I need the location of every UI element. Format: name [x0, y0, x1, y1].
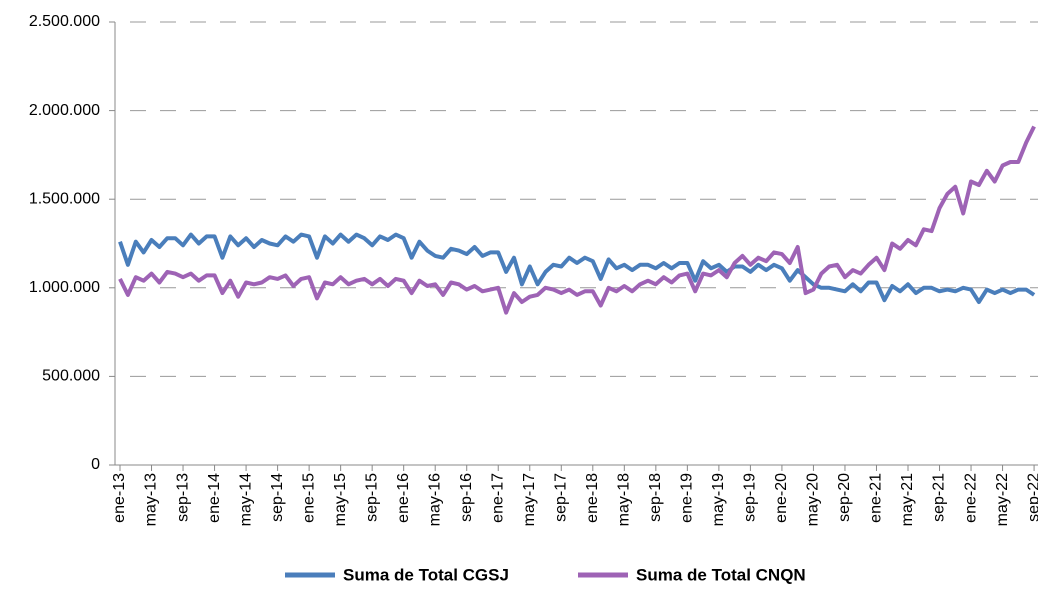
x-tick-label: ene-21 — [868, 473, 885, 523]
y-tick-label: 2.500.000 — [29, 13, 100, 30]
x-tick-label: ene-19 — [679, 473, 696, 523]
y-tick-label: 1.000.000 — [29, 279, 100, 296]
series-line — [118, 232, 1036, 304]
x-tick-label: ene-17 — [489, 473, 506, 523]
x-tick-label: may-16 — [426, 473, 443, 526]
x-tick-label: may-21 — [899, 473, 916, 526]
y-tick-label: 1.500.000 — [29, 190, 100, 207]
x-tick-label: may-22 — [994, 473, 1011, 526]
x-tick-label: may-13 — [143, 473, 160, 526]
x-tick-label: ene-20 — [773, 473, 790, 523]
x-tick-label: sep-14 — [269, 473, 286, 522]
x-tick-label: sep-19 — [742, 473, 759, 522]
x-tick-label: may-15 — [332, 473, 349, 526]
x-tick-label: sep-21 — [931, 473, 948, 522]
x-tick-label: may-14 — [237, 473, 254, 526]
x-tick-label: ene-15 — [300, 473, 317, 523]
x-tick-label: ene-18 — [584, 473, 601, 523]
x-tick-label: sep-22 — [1025, 473, 1038, 522]
series-line — [118, 125, 1036, 315]
x-tick-label: may-19 — [710, 473, 727, 526]
x-tick-label: may-18 — [616, 473, 633, 526]
x-tick-label: sep-17 — [552, 473, 569, 522]
x-tick-label: may-20 — [805, 473, 822, 526]
x-tick-label: sep-20 — [836, 473, 853, 522]
x-tick-label: may-17 — [521, 473, 538, 526]
x-tick-label: ene-22 — [962, 473, 979, 523]
x-tick-label: sep-15 — [363, 473, 380, 522]
y-tick-label: 0 — [91, 456, 100, 473]
legend-label: Suma de Total CNQN — [636, 565, 806, 584]
y-tick-label: 500.000 — [42, 368, 100, 385]
x-tick-label: sep-13 — [174, 473, 191, 522]
x-tick-label: ene-16 — [395, 473, 412, 523]
x-tick-label: ene-13 — [111, 473, 128, 523]
x-tick-label: sep-18 — [647, 473, 664, 522]
x-tick-label: sep-16 — [458, 473, 475, 522]
x-tick-label: ene-14 — [206, 473, 223, 523]
legend-label: Suma de Total CGSJ — [343, 565, 509, 584]
y-tick-label: 2.000.000 — [29, 102, 100, 119]
